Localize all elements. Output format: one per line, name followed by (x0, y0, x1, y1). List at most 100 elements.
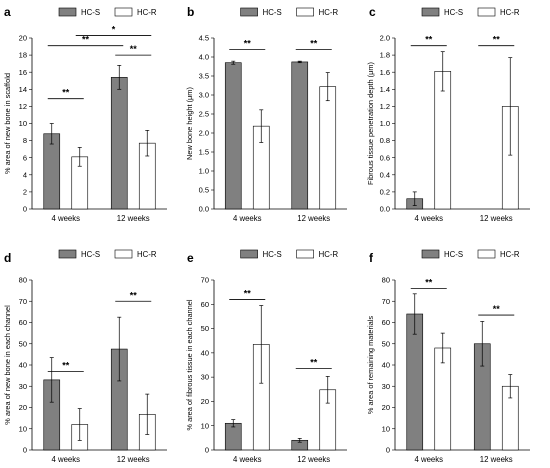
legend-label: HC-S (263, 8, 282, 17)
y-tick-label: 50 (201, 324, 209, 333)
significance-marker: ** (425, 278, 433, 288)
y-axis-label: % area of fibrous tissue in each channel (185, 299, 194, 430)
category-label: 12 weeks (117, 455, 150, 464)
panel-f: f HC-S HC-R 0 10 20 30 40 50 60 70 80 % area of rema… (366, 249, 530, 464)
y-tick-label: 60 (19, 318, 27, 327)
legend-label: HC-R (319, 250, 339, 259)
significance-marker: ** (244, 38, 252, 48)
significance-marker: ** (310, 358, 318, 368)
y-tick-label: 1.0 (380, 119, 390, 128)
y-tick-label: 70 (201, 276, 209, 285)
legend-swatch-hc-r (114, 7, 133, 17)
y-tick-label: 60 (382, 318, 390, 327)
bar-hc-r-0 (434, 347, 452, 451)
bar-hc-s-1 (291, 61, 309, 210)
y-tick-label: 70 (19, 297, 27, 306)
y-tick-label: 1.5 (199, 148, 209, 157)
legend-label: HC-R (137, 8, 157, 17)
y-tick-label: 40 (19, 361, 27, 370)
panel-label: b (187, 5, 194, 19)
legend-swatch-hc-s (421, 7, 440, 17)
y-tick-label: 20 (19, 34, 27, 43)
y-tick-label: 18 (19, 51, 27, 60)
y-tick-label: 2 (23, 188, 27, 197)
legend-label: HC-R (137, 250, 157, 259)
y-tick-label: 0.0 (380, 205, 390, 214)
y-axis-label: New bone height (μm) (185, 87, 194, 160)
significance-marker: ** (244, 288, 252, 298)
y-tick-label: 0.5 (199, 186, 209, 195)
y-tick-label: 40 (201, 348, 209, 357)
legend-swatch-hc-s (240, 249, 258, 259)
significance-marker: ** (62, 88, 70, 98)
y-tick-label: 80 (19, 276, 27, 285)
significance-marker: * (112, 24, 116, 34)
y-tick-label: 0.0 (199, 205, 209, 214)
bar-hc-s-1 (110, 77, 128, 210)
legend-label: HC-S (81, 8, 100, 17)
y-tick-label: 0.4 (380, 170, 390, 179)
y-tick-label: 14 (19, 85, 27, 94)
panel-a: a HC-S HC-R 0 2 4 6 8 10 12 14 16 18 20 % area of new … (3, 5, 167, 223)
legend-swatch-hc-r (296, 7, 314, 17)
y-tick-label: 6 (23, 153, 27, 162)
panel-label: d (4, 251, 11, 265)
y-tick-label: 20 (19, 403, 27, 412)
significance-marker: ** (82, 35, 90, 45)
category-label: 4 weeks (51, 214, 80, 223)
y-tick-label: 1.0 (199, 167, 209, 176)
y-tick-label: 50 (19, 339, 27, 348)
y-tick-label: 60 (201, 300, 209, 309)
bar-hc-r-1 (319, 86, 337, 210)
panel-label: f (369, 251, 374, 265)
category-label: 4 weeks (51, 455, 80, 464)
category-label: 4 weeks (414, 455, 443, 464)
y-tick-label: 4 (23, 170, 27, 179)
category-label: 4 weeks (233, 455, 262, 464)
significance-marker: ** (493, 35, 501, 45)
significance-marker: ** (62, 360, 70, 370)
y-tick-label: 2.0 (380, 34, 390, 43)
panel-b: b HC-S HC-R 0.0 0.5 1.0 1.5 2.0 2.5 3.0 3.5 4.0 4.5 N… (185, 5, 347, 223)
y-tick-label: 12 (19, 102, 27, 111)
y-tick-label: 0.8 (380, 136, 390, 145)
y-tick-label: 20 (201, 397, 209, 406)
legend-label: HC-S (81, 250, 100, 259)
legend-swatch-hc-s (58, 249, 77, 259)
y-axis-label: Fibrous tissue penetration depth (μm) (366, 62, 375, 185)
legend-label: HC-S (444, 250, 463, 259)
y-tick-label: 30 (201, 373, 209, 382)
y-tick-label: 0.6 (380, 153, 390, 162)
legend-label: HC-R (319, 8, 339, 17)
bar-hc-s-0 (224, 62, 242, 210)
legend-swatch-hc-s (240, 7, 258, 17)
significance-marker: ** (130, 44, 138, 54)
y-tick-label: 10 (19, 424, 27, 433)
y-tick-label: 1.2 (380, 102, 390, 111)
category-label: 12 weeks (297, 455, 330, 464)
y-tick-label: 2.5 (199, 110, 209, 119)
y-tick-label: 0 (23, 205, 27, 214)
category-label: 12 weeks (117, 214, 150, 223)
legend-swatch-hc-r (296, 249, 314, 259)
panel-label: c (369, 5, 376, 19)
y-tick-label: 4.0 (199, 53, 209, 62)
bar-hc-s-0 (224, 422, 242, 451)
legend-label: HC-R (500, 250, 520, 259)
significance-marker: ** (310, 38, 318, 48)
y-tick-label: 2.0 (199, 129, 209, 138)
legend-swatch-hc-s (58, 7, 77, 17)
legend-swatch-hc-r (477, 7, 496, 17)
y-tick-label: 3.0 (199, 91, 209, 100)
y-tick-label: 1.8 (380, 51, 390, 60)
category-label: 4 weeks (414, 214, 443, 223)
y-axis-label: % area of new bone in each channel (3, 305, 12, 425)
y-tick-label: 40 (382, 361, 390, 370)
category-label: 12 weeks (297, 214, 330, 223)
y-axis-label: % area of remaining materials (366, 316, 375, 414)
panel-d: d HC-S HC-R 0 10 20 30 40 50 60 70 80 % area of new … (3, 249, 167, 464)
y-tick-label: 1.6 (380, 68, 390, 77)
legend-label: HC-S (263, 250, 282, 259)
y-tick-label: 3.5 (199, 72, 209, 81)
